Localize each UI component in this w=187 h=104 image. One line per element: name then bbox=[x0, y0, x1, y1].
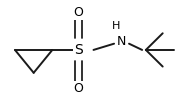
Text: H: H bbox=[112, 21, 120, 31]
Text: N: N bbox=[117, 35, 126, 48]
Text: O: O bbox=[74, 82, 83, 95]
Text: S: S bbox=[74, 43, 83, 57]
Text: O: O bbox=[74, 6, 83, 19]
